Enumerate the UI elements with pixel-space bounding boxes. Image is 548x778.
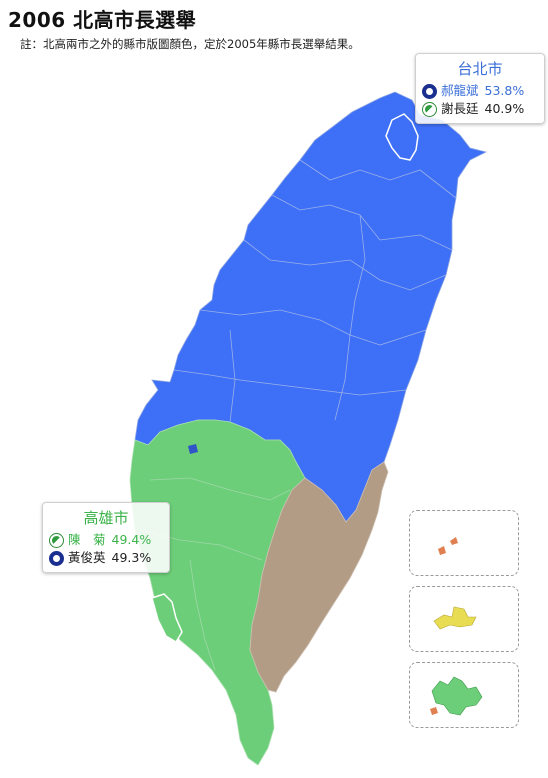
candidate-name: 陳 菊 (68, 532, 106, 547)
kaohsiung-city-label: 高雄市 (83, 509, 129, 527)
candidate-pct: 53.8% (484, 83, 525, 98)
candidate-name: 黃俊英 (68, 550, 106, 565)
inset-penghu (409, 586, 519, 652)
candidate-name: 郝龍斌 (441, 83, 479, 98)
page-title: 2006 北高市長選舉 (8, 8, 197, 32)
taipei-city-label: 台北市 (457, 60, 503, 78)
candidate-pct: 49.4% (111, 532, 152, 547)
kinmen-islands[interactable] (410, 663, 518, 727)
kaohsiung-candidate-row: 黃俊英 49.3% (49, 549, 163, 567)
dpp-emblem-icon (422, 101, 437, 117)
inset-lienchiang (409, 510, 519, 576)
taipei-city-shape[interactable] (385, 113, 419, 161)
inset-kinmen (409, 662, 519, 728)
dpp-emblem-icon (49, 532, 64, 548)
kmt-emblem-icon (422, 83, 437, 99)
candidate-name: 謝長廷 (441, 101, 479, 116)
kaohsiung-result-box: 高雄市 陳 菊 49.4% 黃俊英 49.3% (42, 502, 170, 573)
taipei-candidate-row: 郝龍斌 53.8% (422, 82, 538, 100)
candidate-pct: 40.9% (484, 101, 525, 116)
penghu-islands[interactable] (410, 587, 518, 651)
lienchiang-islands[interactable] (410, 511, 518, 575)
kaohsiung-city-shape[interactable] (151, 593, 183, 644)
kaohsiung-candidate-row: 陳 菊 49.4% (49, 531, 163, 549)
map-note: 註：北高兩市之外的縣市版圖顏色，定於2005年縣市長選舉結果。 (20, 37, 360, 51)
kmt-emblem-icon (49, 550, 64, 566)
taipei-result-box: 台北市 郝龍斌 53.8% 謝長廷 40.9% (415, 53, 545, 124)
lake-shape (188, 444, 198, 454)
taipei-candidate-row: 謝長廷 40.9% (422, 100, 538, 118)
candidate-pct: 49.3% (111, 550, 152, 565)
region-independent[interactable] (249, 461, 389, 693)
